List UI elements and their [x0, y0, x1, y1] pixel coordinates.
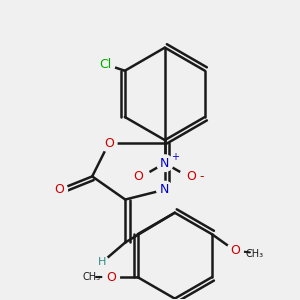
Text: H: H [98, 257, 106, 267]
Text: O: O [134, 170, 143, 183]
Text: +: + [171, 152, 179, 162]
Text: CH₃: CH₃ [246, 249, 264, 259]
Text: CH₃: CH₃ [82, 272, 100, 282]
Text: O: O [104, 137, 114, 150]
Text: N: N [160, 183, 170, 196]
Text: O: O [230, 244, 240, 257]
Text: O: O [186, 170, 196, 183]
Circle shape [100, 135, 117, 152]
Circle shape [134, 168, 150, 185]
Circle shape [51, 182, 68, 198]
Text: -: - [199, 170, 203, 183]
Circle shape [157, 182, 173, 198]
Text: O: O [106, 271, 116, 284]
Text: Cl: Cl [99, 58, 111, 70]
Circle shape [180, 168, 196, 185]
Text: O: O [54, 183, 64, 196]
Circle shape [103, 269, 119, 285]
Circle shape [227, 242, 243, 259]
Text: N: N [160, 157, 170, 170]
Circle shape [157, 155, 173, 172]
Circle shape [95, 54, 115, 74]
Circle shape [95, 256, 109, 269]
